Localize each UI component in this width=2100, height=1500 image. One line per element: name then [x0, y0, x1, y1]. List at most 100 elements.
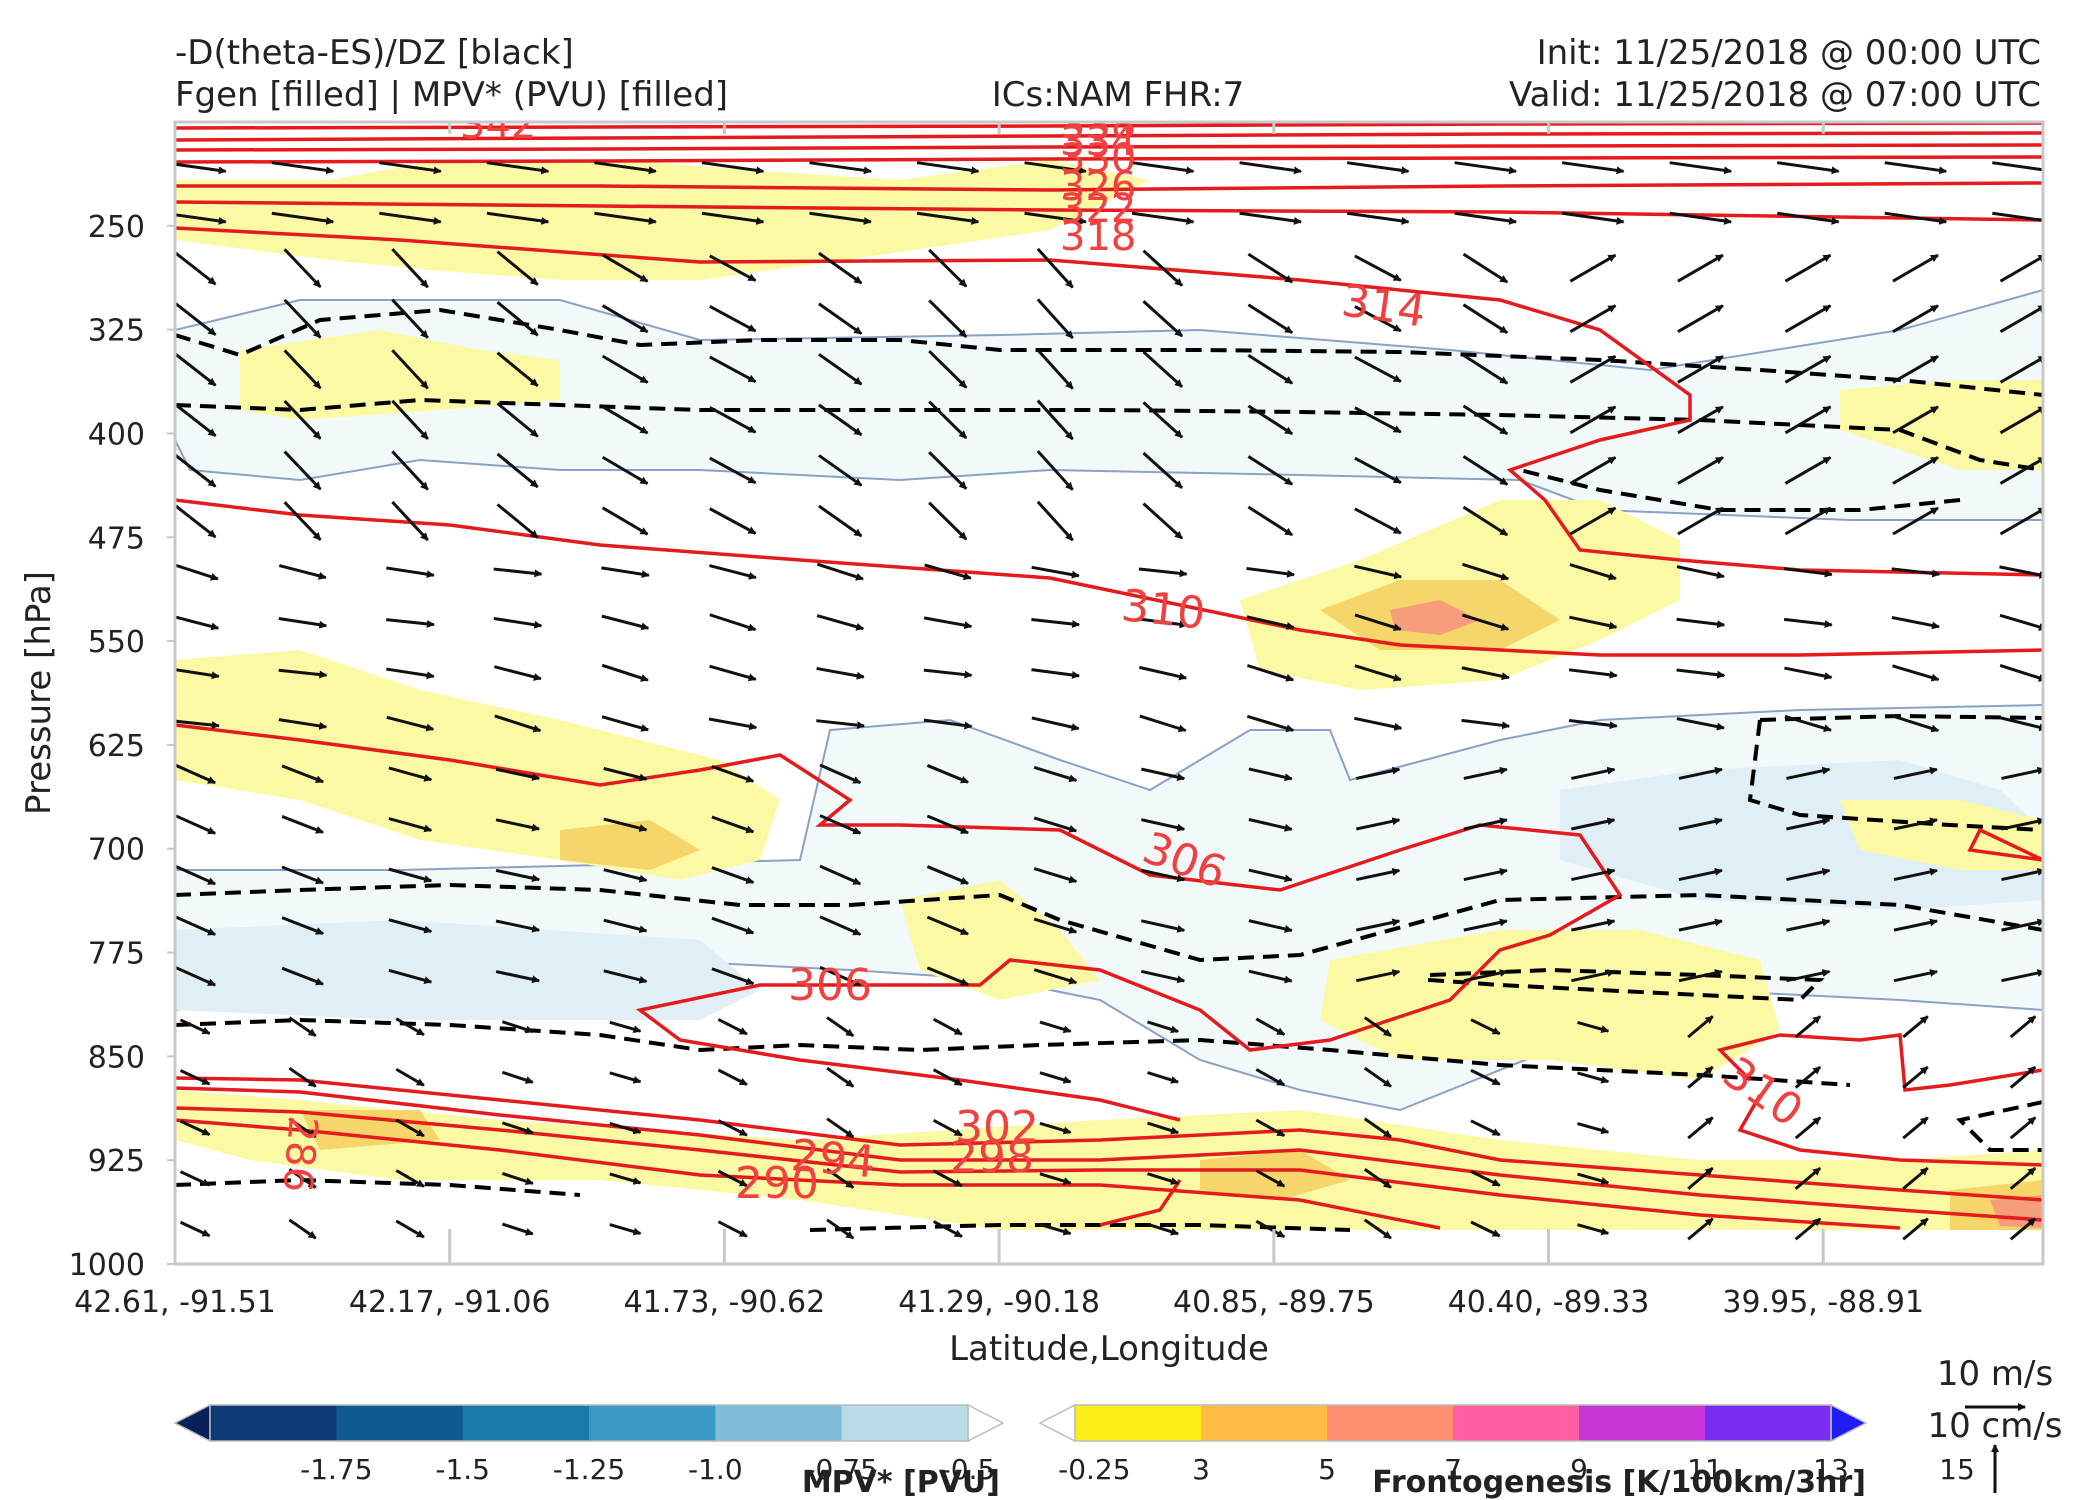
wind-vector	[496, 301, 539, 337]
wind-vector	[1139, 665, 1188, 681]
wind-vector	[711, 815, 755, 834]
wind-vector	[495, 970, 541, 984]
wind-vector	[1354, 507, 1402, 535]
wind-vector	[501, 1070, 534, 1084]
wind-vector	[1677, 354, 1724, 384]
wind-vector	[1033, 968, 1078, 985]
wind-vector	[1239, 161, 1302, 175]
wind-vector	[281, 916, 324, 935]
wind-vector	[2009, 1065, 2037, 1089]
wind-vector	[1462, 404, 1509, 436]
wind-vector	[926, 915, 969, 936]
wind-vector	[283, 501, 322, 541]
wind-vector	[175, 250, 217, 286]
wind-vector	[1354, 716, 1403, 731]
wind-vector	[1470, 1018, 1501, 1036]
wind-vector	[926, 814, 969, 835]
wind-vector	[1246, 714, 1295, 733]
wind-vector	[1784, 715, 1832, 732]
wind-vector	[1354, 664, 1402, 682]
wind-vector	[1461, 718, 1511, 730]
wind-vector	[816, 614, 865, 631]
wind-vector	[1687, 1065, 1714, 1089]
wind-vector	[1363, 1218, 1392, 1240]
theta-label-338: 338	[1060, 102, 1136, 148]
wind-vector	[1255, 1017, 1286, 1036]
colorbar-outline	[209, 1404, 969, 1442]
wind-vector	[709, 664, 757, 682]
wind-vector	[1462, 505, 1509, 537]
wind-vector	[1786, 817, 1831, 831]
wind-vector	[1255, 1068, 1286, 1087]
wind-vector	[175, 352, 217, 387]
wind-vector	[1893, 969, 1938, 983]
wind-vector	[1462, 354, 1509, 385]
wind-vector	[924, 563, 972, 581]
wind-vector	[1142, 401, 1184, 439]
wind-vector	[278, 718, 328, 730]
wind-vector	[493, 665, 542, 681]
wind-vector	[1893, 867, 1938, 882]
wind-vector	[281, 966, 324, 986]
wind-vector	[391, 450, 429, 491]
wind-vector	[175, 915, 217, 936]
wind-vector	[1039, 1020, 1072, 1034]
wind-vector	[493, 567, 543, 578]
wind-vector	[179, 1170, 211, 1187]
wind-vector	[819, 864, 862, 886]
wind-vector	[175, 453, 217, 488]
wind-vector	[819, 915, 862, 936]
wind-vector	[1462, 562, 1510, 581]
wind-vector	[603, 868, 648, 883]
theta-label-302: 302	[955, 1102, 1039, 1153]
wind-vector	[818, 454, 863, 487]
wind-vector	[395, 1067, 425, 1087]
theta-label-290: 290	[735, 1158, 819, 1209]
wind-vector	[1784, 354, 1832, 384]
wind-vector	[1892, 714, 1940, 733]
wind-vector	[1784, 666, 1833, 680]
wind-vector	[1577, 1071, 1610, 1084]
wind-vector	[288, 1016, 317, 1038]
wind-vector	[1355, 969, 1401, 983]
wind-vector	[2001, 817, 2043, 831]
colorbar-extend-high	[1830, 1403, 1868, 1443]
wind-vector	[1142, 300, 1184, 338]
colorbar-tick-label: -0.25	[1058, 1453, 1130, 1486]
wind-vector	[1036, 399, 1074, 441]
wind-vector	[709, 254, 757, 282]
wind-vector	[175, 301, 217, 336]
wind-vector	[926, 865, 969, 885]
wind-vector	[1454, 161, 1518, 175]
colorbar-swatch	[1705, 1405, 1832, 1441]
wind-vector	[1247, 455, 1294, 486]
wind-vector	[916, 161, 980, 175]
wind-vector	[1031, 716, 1080, 731]
header-left-line1: -D(theta-ES)/DZ [black]	[175, 33, 574, 73]
wind-vector	[1024, 161, 1087, 175]
wind-vector	[1892, 456, 1939, 485]
wind-vector	[494, 714, 542, 733]
wind-vector	[1786, 969, 1831, 983]
colorbar-tick-label: -1.25	[553, 1453, 625, 1486]
wind-vector	[1571, 918, 1616, 932]
wind-vector	[386, 618, 435, 628]
wind-vector	[1676, 668, 1726, 679]
wind-vector	[175, 864, 217, 886]
wind-vector	[1687, 1116, 1714, 1140]
wind-vector	[1669, 161, 1733, 175]
wind-vector	[916, 211, 980, 225]
colorbar-swatch	[336, 1405, 464, 1441]
wind-vector	[1677, 456, 1724, 485]
wind-vector	[395, 1219, 425, 1239]
wind-vector	[496, 503, 539, 539]
wind-vector	[818, 251, 863, 285]
wind-vector	[1676, 717, 1725, 731]
plot-border	[173, 120, 2045, 1266]
wind-vector	[709, 564, 757, 580]
wind-vector	[386, 566, 435, 579]
wind-vector	[1461, 666, 1510, 681]
y-tick-label: 925	[88, 1144, 145, 1179]
wind-vector	[495, 919, 541, 933]
